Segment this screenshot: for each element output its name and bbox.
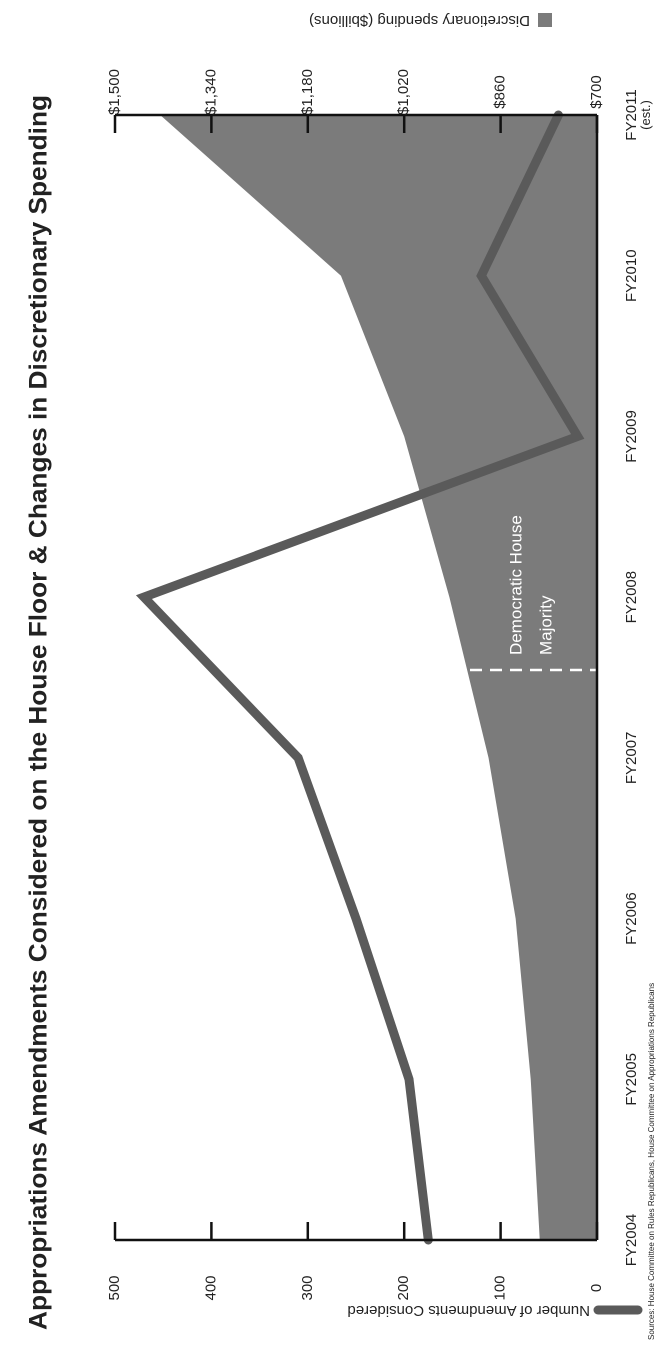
x-tick-label-line: FY2007 [623, 732, 640, 785]
y-tick-label: 200 [395, 1275, 412, 1300]
x-tick-label-line: FY2009 [623, 410, 640, 463]
source-note: Sources: House Committee on Rules Republ… [647, 983, 656, 1340]
x-tick-label-line: FY2011 [623, 89, 640, 140]
x-tick-label: FY2011(est.) [623, 89, 653, 140]
x-tick-label: FY2006 [623, 892, 640, 945]
y-tick-label: 400 [202, 1275, 219, 1300]
legend-area-swatch [538, 13, 552, 27]
y2-tick-label: $1,340 [202, 69, 219, 115]
spending-area [160, 115, 597, 1240]
rotated-chart: Appropriations Amendments Considered on … [25, 12, 657, 1340]
chart-title: Appropriations Amendments Considered on … [25, 95, 53, 1330]
x-tick-label-line: FY2008 [623, 571, 640, 624]
y2-tick-label: $1,020 [395, 69, 412, 115]
y-tick-label: 0 [588, 1284, 605, 1292]
annotation: Democratic House [506, 515, 525, 655]
x-tick-label: FY2004 [623, 1214, 640, 1267]
x-tick-label: FY2009 [623, 410, 640, 463]
x-tick-label: FY2005 [623, 1053, 640, 1106]
annotation: Majority [536, 595, 555, 655]
y2-tick-label: $860 [492, 75, 509, 108]
legend-label: Discretionary spending ($billions) [309, 12, 530, 29]
x-tick-label-line: FY2004 [623, 1214, 640, 1267]
x-tick-label-line: (est.) [638, 100, 653, 130]
x-tick-label-line: FY2005 [623, 1053, 640, 1106]
x-tick-label-line: FY2006 [623, 892, 640, 945]
x-tick-label: FY2007 [623, 732, 640, 785]
y2-tick-label: $1,180 [299, 69, 316, 115]
y-tick-label: 100 [492, 1275, 509, 1300]
y2-tick-label: $1,500 [106, 69, 123, 115]
y2-tick-label: $700 [588, 75, 605, 108]
x-tick-label-line: FY2010 [623, 249, 640, 302]
y-tick-label: 300 [299, 1275, 316, 1300]
legend-label: Number of Amendments Considered [347, 1302, 590, 1319]
y-tick-label: 500 [106, 1275, 123, 1300]
x-tick-label: FY2010 [623, 249, 640, 302]
amendments-line [135, 110, 585, 1245]
x-tick-label: FY2008 [623, 571, 640, 624]
